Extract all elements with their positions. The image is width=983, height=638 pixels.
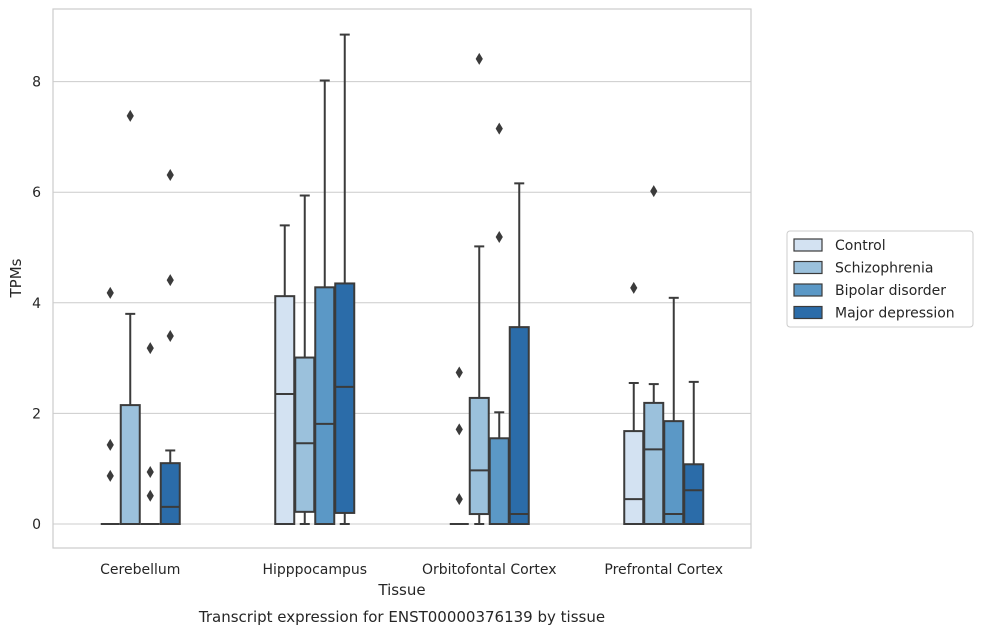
legend-label: Schizophrenia [835,261,933,277]
outlier-point [166,169,174,182]
outlier-point [455,366,463,379]
box-control [274,295,296,525]
x-tick-label: Hipppocampus [262,562,367,578]
legend-swatch [793,283,823,297]
outlier-point [146,342,154,355]
y-axis-ticks: 0 2 4 6 8 [32,75,41,533]
box-major-depression [159,462,181,526]
legend-frame [786,230,974,328]
legend-swatch [793,305,823,320]
outlier-point [126,109,134,122]
box-bipolar-disorder [314,286,336,526]
whiskers [105,33,699,525]
legend-swatch [793,260,823,275]
outlier-point [146,466,154,479]
x-tick-label: Prefrontal Cortex [604,562,723,578]
box-major-depression [334,282,356,514]
outlier-point [495,122,503,135]
boxes [100,282,705,526]
y-tick-label: 2 [32,406,41,422]
outlier-point [495,230,503,243]
outlier-point [650,185,658,198]
outlier-point [166,274,174,287]
x-axis-ticks: Cerebellum Hipppocampus Orbitofontal Corte… [100,562,723,578]
legend: Control Schizophrenia Bipolar disorder Majo… [786,230,974,328]
legend-label: Control [835,238,886,254]
box-control [623,430,645,526]
outlier-point [106,469,114,482]
box-bipolar-disorder [488,437,510,525]
y-tick-label: 4 [32,296,41,312]
box-schizophrenia [643,401,665,526]
legend-swatch [793,238,823,252]
box-schizophrenia [119,404,141,526]
outlier-point [630,281,638,294]
legend-label: Major depression [835,306,955,322]
y-tick-label: 6 [32,185,41,201]
outlier-point [166,329,174,342]
box-major-depression [508,326,530,525]
outliers [106,52,658,506]
outlier-point [475,52,483,65]
outlier-point [455,423,463,436]
y-tick-label: 0 [32,517,41,533]
outlier-point [106,438,114,451]
legend-label: Bipolar disorder [835,283,946,299]
box-schizophrenia [468,396,490,516]
outlier-point [146,489,154,502]
chart-caption: Transcript expression for ENST0000037613… [198,608,605,626]
box-major-depression [683,463,705,525]
x-axis-label: Tissue [377,581,425,599]
outlier-point [106,286,114,299]
plot-frame [52,8,752,549]
x-tick-label: Cerebellum [100,562,180,578]
y-axis-label: TPMs [7,258,25,298]
y-tick-label: 8 [32,75,41,91]
box-schizophrenia [294,356,316,513]
outlier-point [455,493,463,506]
x-tick-label: Orbitofontal Cortex [422,562,557,578]
box-bipolar-disorder [663,420,685,525]
